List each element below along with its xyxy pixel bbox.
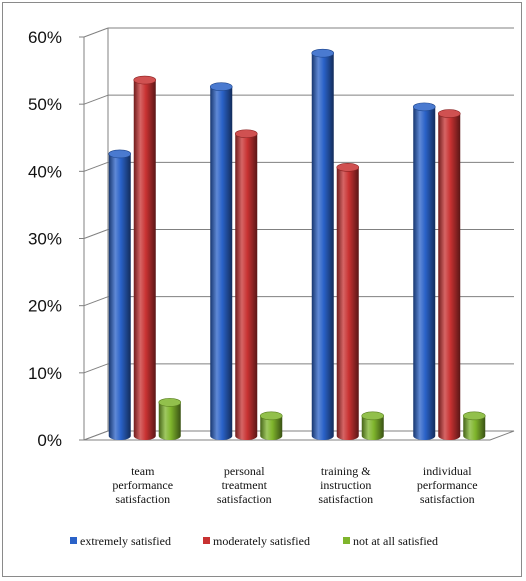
bar-top [209,82,233,92]
bar-body [438,113,461,440]
bar-top [158,398,182,407]
bar-top [108,149,132,159]
bar [158,398,182,440]
legend-swatch [203,537,210,544]
bar-top [336,163,360,172]
x-category-label: satisfaction [115,492,170,506]
label-layer: 0%10%20%30%40%50%60%teamperformancesatis… [28,28,478,506]
x-category-label: personal [224,464,265,478]
gridline-depth [83,363,109,374]
legend-item: not at all satisfied [343,534,438,548]
y-tick-label: 30% [28,230,62,249]
bar-body [158,402,181,440]
bar [108,149,132,440]
bar-body [235,133,258,440]
bar [259,411,283,440]
bar-body [260,415,283,440]
bar-body [463,415,486,440]
chart-frame [2,2,522,577]
bar-body [108,153,131,440]
x-category-label: satisfaction [420,492,475,506]
bar-body [133,80,156,441]
bar-top [437,109,461,118]
bar [412,102,436,440]
bar-top [133,75,157,85]
bar [462,411,486,440]
legend-swatch [343,537,350,544]
gridline-depth [83,229,109,239]
bar [311,48,335,441]
bar [336,163,360,440]
bar-top [311,48,335,58]
legend-item: extremely satisfied [70,534,171,548]
bar [234,129,258,440]
y-tick-label: 50% [28,95,62,114]
bar [209,82,233,440]
gridline-depth [83,94,109,105]
legend-label: extremely satisfied [80,534,171,548]
bar [361,411,385,440]
bar-body [311,53,334,441]
axis-layer [79,28,515,441]
bar-top [234,129,258,139]
x-category-label: performance [417,478,478,492]
bar-top [412,102,436,112]
y-tick-label: 20% [28,297,62,316]
legend-swatch [70,537,77,544]
bar-body [413,106,436,440]
bar [133,75,157,441]
x-category-label: treatment [222,478,268,492]
x-category-label: team [131,464,155,478]
legend-label: moderately satisfied [213,534,310,548]
y-tick-label: 60% [28,28,62,47]
x-category-label: instruction [320,478,371,492]
y-tick-label: 10% [28,364,62,383]
bar-body [210,86,233,440]
bar-top [259,411,283,421]
legend-label: not at all satisfied [353,534,438,548]
y-tick-label: 40% [28,162,62,181]
gridline-depth [83,161,109,172]
legend: extremely satisfied moderately satisfied n… [70,534,438,548]
x-category-label: satisfaction [217,492,272,506]
bar-top [462,411,486,421]
x-category-label: training & [321,464,371,478]
bar-layer [108,48,486,441]
bar-body [361,415,384,440]
gridline-depth [83,296,109,307]
gridline-depth [83,27,109,38]
y-tick-label: 0% [37,431,62,450]
x-category-label: performance [112,478,173,492]
bar-body [336,167,359,440]
chart-floor [83,430,515,441]
bar-top [361,411,385,421]
bar [437,109,461,440]
x-category-label: individual [423,464,472,478]
x-category-label: satisfaction [318,492,373,506]
legend-item: moderately satisfied [203,534,310,548]
